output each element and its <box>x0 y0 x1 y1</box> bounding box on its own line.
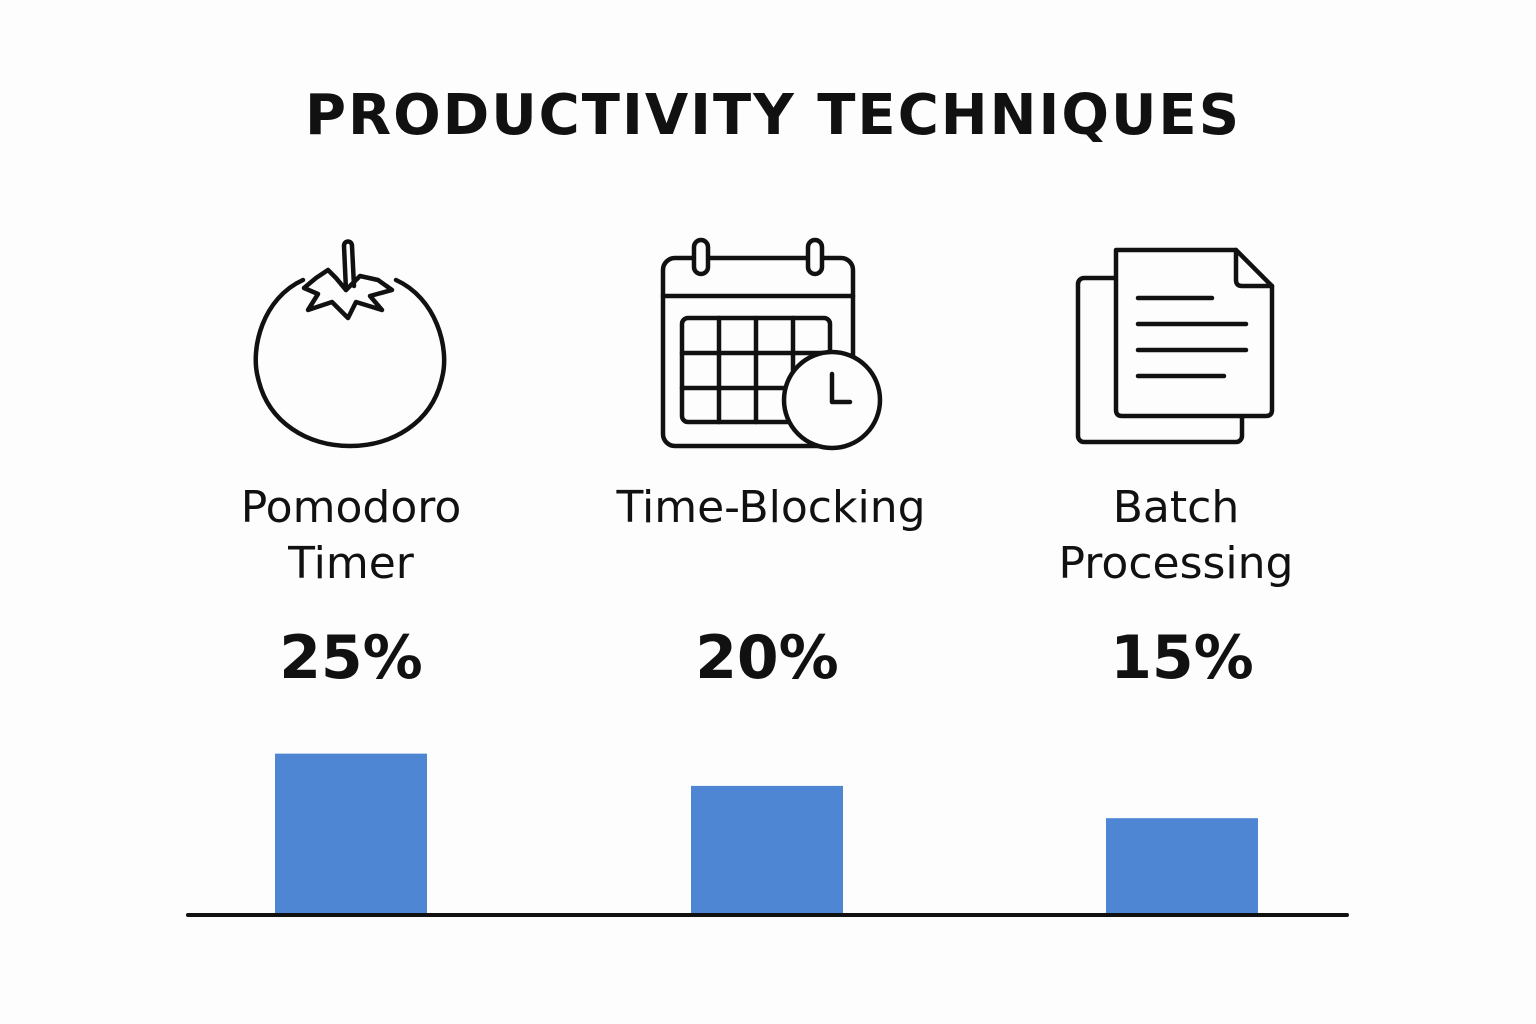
data-label-2: 20% <box>695 623 839 693</box>
data-label-1: 25% <box>279 623 423 693</box>
data-label-3: 15% <box>1110 623 1254 693</box>
category-label-pomodoro-timer: Pomodoro Timer <box>240 482 462 589</box>
category-label-batch-processing: Batch Processing <box>1058 482 1294 589</box>
chart-title: PRODUCTIVITY TECHNIQUES <box>304 83 1242 148</box>
category-label-time-blocking: Time-Blocking <box>616 482 926 533</box>
bar-3 <box>1106 818 1258 915</box>
calendar-clock-icon <box>660 237 884 452</box>
documents-icon <box>1075 246 1276 446</box>
bar-1 <box>275 753 427 915</box>
bar-2 <box>691 785 843 915</box>
tomato-icon <box>248 238 452 450</box>
